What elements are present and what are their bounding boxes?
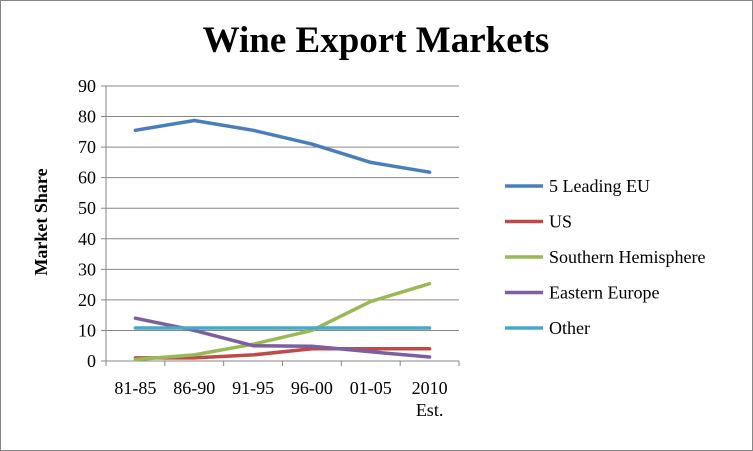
y-axis-label: Market Share [31,168,51,275]
legend-label: Other [549,318,590,338]
x-tick-label: 01-05 [350,378,392,398]
x-tick-label: 86-90 [173,378,215,398]
legend-label: Southern Hemisphere [549,247,705,267]
y-tick-label: 20 [78,290,96,310]
x-tick-label: 2010 [412,378,448,398]
y-tick-label: 30 [78,259,96,279]
series-lines [133,118,432,362]
y-tick-label: 90 [78,76,96,96]
y-tick-label: 70 [78,137,96,157]
y-tick-labels: 0 10 20 30 40 50 60 70 80 90 [78,76,96,371]
y-tick-label: 0 [87,351,96,371]
series-line-0 [133,118,432,174]
gridlines [101,85,459,362]
series-line-1 [133,347,432,360]
x-tick-label: 91-95 [232,378,274,398]
chart-title: Wine Export Markets [203,20,550,61]
x-tick-label: 96-00 [291,378,333,398]
x-tick-label-line2: Est. [416,400,444,420]
legend: 5 Leading EU US Southern Hemisphere Eastern… [505,176,705,338]
legend-label: Eastern Europe [549,283,659,303]
legend-label: 5 Leading EU [549,176,650,196]
y-tick-label: 10 [78,320,96,340]
y-tick-label: 80 [78,107,96,127]
legend-label: US [549,212,572,232]
y-tick-label: 50 [78,198,96,218]
x-tick-label: 81-85 [114,378,156,398]
series-line-2 [133,281,432,362]
y-tick-label: 60 [78,168,96,188]
axes [105,86,460,366]
y-tick-label: 40 [78,229,96,249]
